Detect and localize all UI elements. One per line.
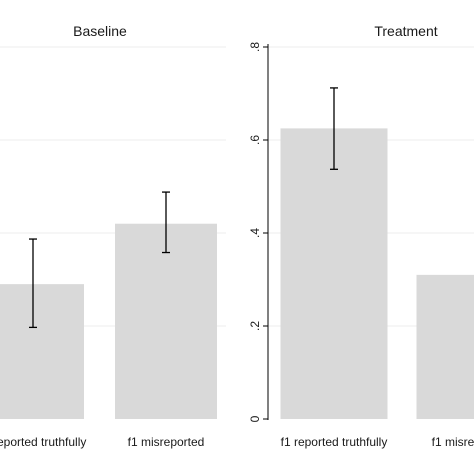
panel-title-2: Treatment: [374, 23, 437, 39]
y-tick-label-2-3: .4: [248, 228, 262, 238]
category-label-1-1: f1 reported truthfully: [0, 435, 86, 449]
panel-title-1: Baseline: [73, 23, 127, 39]
category-label-2-2: f1 misreported: [432, 435, 474, 449]
y-tick-label-2-2: .2: [248, 321, 262, 331]
bar-1-2: [115, 223, 217, 419]
bar-2-2: [416, 274, 474, 419]
category-label-2-1: f1 reported truthfully: [281, 435, 388, 449]
y-tick-label-2-4: .6: [248, 135, 262, 145]
bar-1-1: [0, 284, 84, 419]
category-label-1-2: f1 misreported: [128, 435, 205, 449]
bar-2-1: [280, 128, 388, 419]
y-tick-label-2-5: .8: [248, 42, 262, 52]
y-tick-label-2-1: 0: [248, 415, 262, 422]
